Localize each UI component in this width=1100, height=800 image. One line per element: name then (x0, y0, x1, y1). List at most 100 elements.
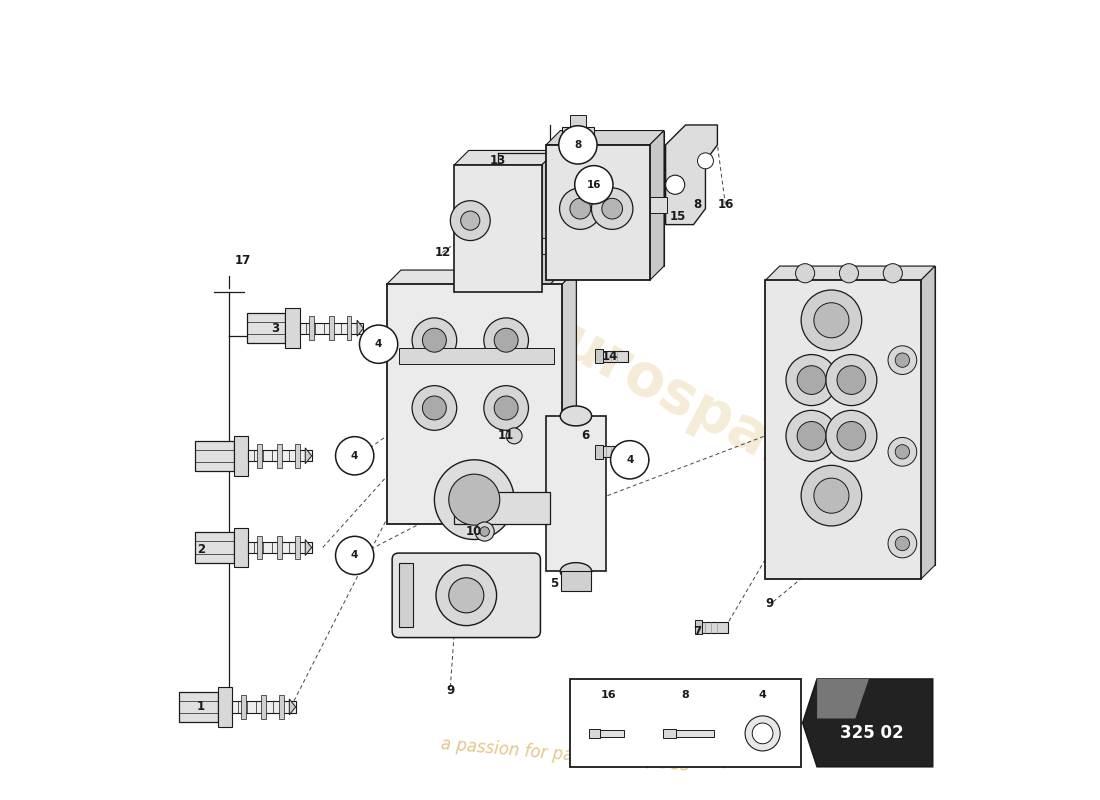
Bar (454, 492, 550, 523)
Bar (546, 145, 650, 281)
Polygon shape (400, 270, 576, 510)
Text: 4: 4 (759, 690, 767, 700)
FancyBboxPatch shape (392, 553, 540, 638)
Text: 9: 9 (447, 685, 454, 698)
Text: 8: 8 (574, 140, 582, 150)
Circle shape (475, 522, 494, 541)
Text: 4: 4 (351, 550, 359, 561)
Circle shape (449, 474, 499, 525)
Bar (248, 542, 311, 553)
Circle shape (801, 466, 861, 526)
Bar (700, 622, 728, 633)
Polygon shape (542, 150, 557, 292)
Text: 15: 15 (670, 210, 685, 223)
Text: 13: 13 (491, 154, 506, 167)
Text: Eurospares: Eurospares (517, 296, 870, 520)
Text: 4: 4 (351, 451, 359, 461)
Bar (588, 729, 601, 738)
Circle shape (895, 445, 910, 459)
Bar (542, 238, 554, 254)
Circle shape (592, 188, 632, 230)
Circle shape (837, 422, 866, 450)
Bar (695, 620, 702, 634)
Text: 1: 1 (197, 701, 205, 714)
Circle shape (449, 578, 484, 613)
Text: 325 02: 325 02 (839, 724, 903, 742)
Ellipse shape (560, 562, 592, 580)
Bar (309, 316, 313, 340)
Bar (650, 197, 668, 213)
Circle shape (434, 460, 514, 539)
Bar (277, 444, 282, 468)
Polygon shape (386, 270, 576, 285)
Circle shape (666, 175, 684, 194)
Text: 8: 8 (693, 198, 702, 211)
Circle shape (888, 529, 916, 558)
Text: 8: 8 (682, 690, 690, 700)
Bar (561, 571, 591, 591)
Bar (601, 730, 625, 737)
Bar (179, 692, 218, 722)
Circle shape (560, 188, 601, 230)
Text: 4: 4 (375, 339, 383, 349)
Polygon shape (454, 150, 557, 165)
Bar (295, 444, 299, 468)
Text: 17: 17 (235, 254, 251, 267)
Bar (676, 730, 714, 737)
Circle shape (480, 526, 490, 536)
Circle shape (786, 410, 837, 462)
Circle shape (422, 328, 447, 352)
Bar (285, 308, 299, 348)
Circle shape (826, 410, 877, 462)
Circle shape (826, 354, 877, 406)
Text: 7: 7 (693, 625, 702, 638)
Polygon shape (306, 448, 311, 464)
Bar (595, 445, 603, 459)
Bar (601, 350, 628, 362)
Text: 6: 6 (582, 430, 590, 442)
Circle shape (506, 428, 522, 444)
Polygon shape (921, 266, 935, 579)
Bar (601, 446, 628, 458)
Circle shape (814, 302, 849, 338)
Polygon shape (650, 130, 664, 281)
Bar (277, 535, 282, 559)
Circle shape (798, 422, 826, 450)
Polygon shape (306, 539, 311, 555)
Circle shape (559, 126, 597, 164)
Polygon shape (469, 150, 557, 278)
Polygon shape (766, 266, 935, 281)
Text: 16: 16 (586, 180, 601, 190)
Text: a passion for parts since 1985: a passion for parts since 1985 (440, 735, 692, 774)
Text: 12: 12 (434, 246, 451, 259)
Polygon shape (358, 320, 363, 336)
Circle shape (839, 264, 858, 283)
Bar (195, 441, 233, 471)
Text: 10: 10 (466, 525, 483, 538)
Circle shape (602, 198, 623, 219)
Bar (398, 563, 412, 627)
Circle shape (883, 264, 902, 283)
Text: 14: 14 (602, 350, 618, 362)
Circle shape (494, 396, 518, 420)
Bar (279, 695, 284, 719)
Circle shape (752, 723, 773, 744)
Bar (595, 349, 603, 363)
Text: 16: 16 (717, 198, 734, 211)
Polygon shape (560, 130, 664, 266)
Bar (546, 416, 606, 571)
Circle shape (422, 396, 447, 420)
Circle shape (745, 716, 780, 751)
Circle shape (450, 201, 491, 241)
Circle shape (336, 437, 374, 475)
Bar (766, 281, 921, 579)
Circle shape (574, 166, 613, 204)
Circle shape (888, 346, 916, 374)
Circle shape (484, 386, 528, 430)
Circle shape (795, 264, 815, 283)
Circle shape (798, 366, 826, 394)
Bar (663, 729, 676, 738)
Bar (562, 126, 594, 146)
Text: 4: 4 (626, 454, 634, 465)
Circle shape (336, 536, 374, 574)
